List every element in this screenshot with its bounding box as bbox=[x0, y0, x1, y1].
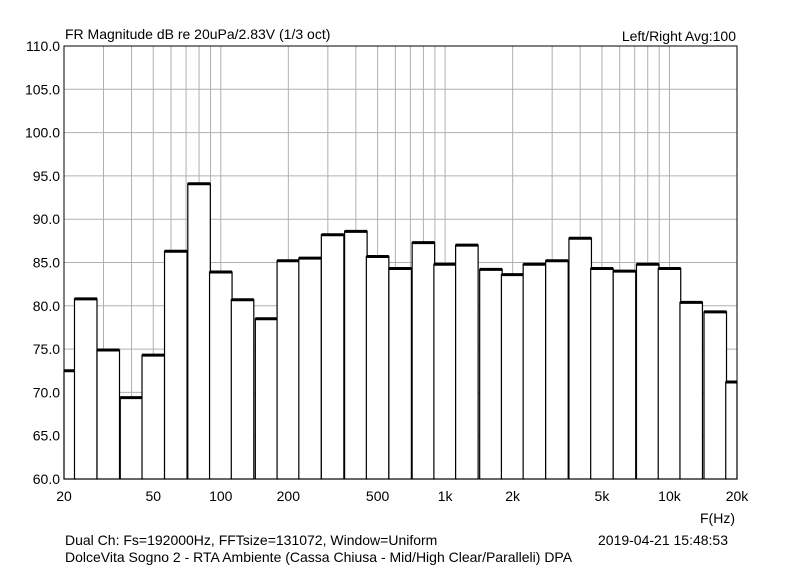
bar bbox=[254, 317, 279, 480]
bar bbox=[208, 270, 233, 480]
measurement-info: Dual Ch: Fs=192000Hz, FFTsize=131072, Wi… bbox=[65, 532, 438, 548]
bar bbox=[298, 256, 322, 480]
y-tick-label: 95.0 bbox=[33, 168, 60, 184]
x-tick-label: 20k bbox=[726, 488, 750, 504]
bar bbox=[141, 353, 166, 480]
bar bbox=[679, 300, 704, 480]
x-tick-label: 20 bbox=[56, 488, 72, 504]
y-tick-labels: 60.0 65.0 70.0 75.0 80.0 85.0 90.0 95.0 100.0 105… bbox=[25, 38, 60, 487]
y-tick-label: 90.0 bbox=[33, 211, 60, 227]
y-tick-label: 100.0 bbox=[25, 125, 60, 141]
y-tick-label: 105.0 bbox=[25, 81, 60, 97]
chart-title: FR Magnitude dB re 20uPa/2.83V (1/3 oct) bbox=[65, 26, 331, 42]
bar bbox=[187, 182, 211, 480]
plot-frame bbox=[63, 45, 738, 480]
y-tick-label: 85.0 bbox=[33, 255, 60, 271]
y-tick-label: 80.0 bbox=[33, 298, 60, 314]
bar bbox=[500, 273, 525, 480]
bar bbox=[276, 259, 301, 480]
x-tick-label: 1k bbox=[438, 488, 454, 504]
bar bbox=[590, 267, 614, 480]
bar bbox=[568, 236, 593, 480]
y-tick-label: 70.0 bbox=[33, 384, 60, 400]
bar bbox=[612, 269, 637, 480]
bar bbox=[433, 262, 457, 480]
x-tick-labels: 20 50 100 200 500 1k 2k 5k 10k 20k bbox=[56, 488, 749, 504]
bar bbox=[657, 267, 682, 480]
bar bbox=[522, 262, 547, 480]
x-tick-label: 2k bbox=[505, 488, 521, 504]
bar bbox=[635, 262, 660, 480]
bar bbox=[163, 249, 188, 480]
bar bbox=[479, 267, 503, 480]
bar bbox=[63, 369, 76, 480]
bar bbox=[725, 380, 738, 480]
bar bbox=[455, 243, 479, 480]
bar bbox=[96, 348, 121, 480]
x-tick-label: 10k bbox=[658, 488, 682, 504]
bar bbox=[344, 229, 368, 480]
y-tick-label: 75.0 bbox=[33, 341, 60, 357]
timestamp: 2019-04-21 15:48:53 bbox=[598, 532, 728, 548]
x-axis-label: F(Hz) bbox=[700, 510, 735, 526]
bar bbox=[119, 396, 144, 480]
y-tick-label: 110.0 bbox=[26, 38, 60, 54]
x-tick-label: 500 bbox=[366, 488, 390, 504]
chart-info: Left/Right Avg:100 bbox=[621, 28, 736, 44]
bar bbox=[411, 241, 436, 480]
bar bbox=[388, 267, 412, 480]
x-tick-label: 200 bbox=[277, 488, 301, 504]
bar bbox=[320, 233, 345, 480]
bar bbox=[73, 297, 98, 480]
y-tick-label: 60.0 bbox=[33, 471, 60, 487]
bar bbox=[703, 310, 728, 480]
bar bbox=[230, 298, 255, 480]
measurement-description: DolceVita Sogno 2 - RTA Ambiente (Cassa … bbox=[65, 549, 573, 565]
x-tick-label: 5k bbox=[595, 488, 611, 504]
x-tick-label: 100 bbox=[209, 488, 233, 504]
x-tick-label: 50 bbox=[145, 488, 161, 504]
bars bbox=[63, 182, 738, 480]
y-tick-label: 65.0 bbox=[33, 428, 60, 444]
bar bbox=[545, 259, 569, 480]
bar bbox=[365, 254, 390, 480]
